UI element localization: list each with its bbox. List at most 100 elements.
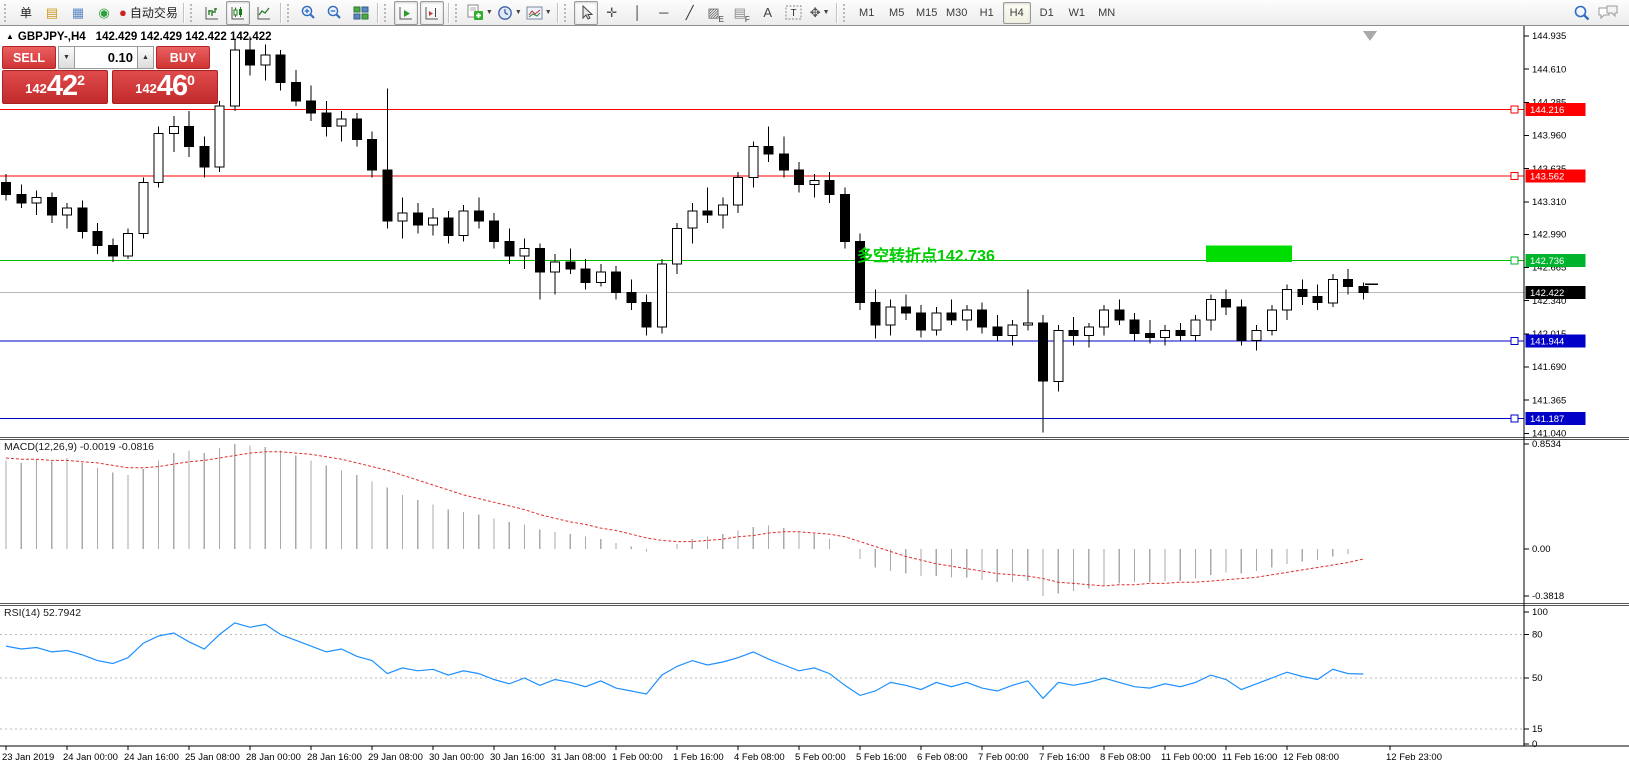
bid-price-display[interactable]: 142 42 2 (2, 70, 108, 104)
svg-text:143.960: 143.960 (1532, 131, 1566, 142)
crosshair-button[interactable]: ✛ (606, 4, 618, 20)
candlestick-chart-button[interactable] (225, 0, 250, 25)
toolbar-separator (376, 2, 379, 23)
timeframe-button-d1[interactable]: D1 (1039, 6, 1054, 19)
chart-symbol-period: GBPJPY-,H4 (17, 31, 86, 43)
svg-text:11 Feb 16:00: 11 Feb 16:00 (1222, 752, 1277, 763)
svg-text:30 Jan 16:00: 30 Jan 16:00 (490, 752, 545, 763)
volume-decrease-button[interactable]: ▼ (58, 46, 75, 69)
timeframe-button-h1[interactable]: H1 (979, 6, 994, 19)
market-watch-icon[interactable]: ▤ (45, 4, 59, 20)
dropdown-arrow-icon[interactable]: ▼ (544, 9, 552, 16)
arrows-button[interactable]: ✥ ▼ (809, 4, 830, 20)
ask-big-digits: 46 (156, 70, 188, 102)
auto-scroll-button[interactable] (393, 0, 418, 25)
timeframe-button-mn[interactable]: MN (1098, 6, 1116, 19)
equidistant-channel-button[interactable]: ▨ E (707, 4, 724, 24)
search-icon[interactable] (1570, 1, 1594, 25)
line-chart-button[interactable] (252, 1, 276, 25)
svg-text:141.690: 141.690 (1532, 362, 1566, 373)
svg-text:5 Feb 00:00: 5 Feb 00:00 (795, 752, 846, 763)
highlight-box[interactable] (1205, 245, 1293, 262)
indicators-button[interactable]: ▼ (465, 1, 494, 25)
timeframe-button-m1[interactable]: M1 (859, 6, 875, 19)
svg-text:8 Feb 08:00: 8 Feb 08:00 (1100, 752, 1151, 763)
svg-text:24 Jan 00:00: 24 Jan 00:00 (63, 752, 118, 763)
svg-text:141.040: 141.040 (1532, 429, 1566, 440)
svg-text:143.310: 143.310 (1532, 197, 1566, 208)
bid-pip-digit: 2 (77, 72, 85, 88)
zoom-out-button[interactable] (323, 1, 347, 25)
svg-text:23 Jan 2019: 23 Jan 2019 (2, 752, 54, 763)
vertical-line-button[interactable]: │ (633, 5, 642, 20)
svg-text:141.944: 141.944 (1530, 337, 1564, 348)
autotrading-button[interactable]: ● 自动交易 (119, 5, 178, 20)
cursor-button[interactable] (573, 0, 598, 25)
pivot-annotation-text[interactable]: 多空转折点142.736 (857, 248, 995, 265)
volume-increase-button[interactable]: ▲ (137, 46, 154, 69)
svg-text:28 Jan 16:00: 28 Jan 16:00 (307, 752, 362, 763)
svg-text:0.8534: 0.8534 (1532, 439, 1561, 450)
timeframe-button-w1[interactable]: W1 (1068, 6, 1085, 19)
macd-signal-line (5, 451, 1364, 587)
fibonacci-button[interactable]: ▤ F (733, 4, 750, 24)
horizontal-line-button[interactable]: ─ (659, 5, 669, 20)
svg-text:141.365: 141.365 (1532, 395, 1566, 406)
dropdown-arrow-icon[interactable]: ▼ (485, 9, 493, 16)
trendline-button[interactable]: ╱ (685, 4, 694, 20)
volume-input[interactable] (75, 46, 137, 69)
svg-text:141.187: 141.187 (1530, 414, 1564, 425)
timeframe-button-m30[interactable]: M30 (945, 6, 968, 19)
svg-text:142.015: 142.015 (1532, 329, 1566, 340)
toolbar-grip (286, 3, 294, 22)
data-window-icon[interactable]: ▦ (71, 4, 85, 20)
dropdown-arrow-icon[interactable]: ▼ (822, 9, 830, 16)
svg-text:0: 0 (1532, 739, 1537, 750)
buy-button[interactable]: BUY (156, 46, 210, 69)
text-label-button[interactable]: T (782, 1, 806, 25)
toolbar-separator (279, 2, 282, 23)
toolbar-right-group (1569, 1, 1621, 25)
text-button[interactable]: A (763, 5, 773, 20)
svg-text:142.665: 142.665 (1532, 263, 1566, 274)
chart-shift-marker[interactable] (1363, 31, 1377, 41)
svg-text:7 Feb 00:00: 7 Feb 00:00 (978, 752, 1029, 763)
bar-chart-button[interactable] (200, 1, 224, 25)
svg-text:142.340: 142.340 (1532, 296, 1566, 307)
svg-text:1 Feb 16:00: 1 Feb 16:00 (673, 752, 724, 763)
svg-text:12 Feb 08:00: 12 Feb 08:00 (1283, 752, 1339, 763)
toolbar-grip (4, 3, 11, 22)
toolbar-separator (556, 2, 559, 23)
svg-text:144.935: 144.935 (1532, 31, 1566, 42)
collapse-panel-icon[interactable]: ▲ (6, 32, 14, 41)
svg-text:142.422: 142.422 (1530, 288, 1564, 299)
horizontal-lines[interactable] (0, 108, 1524, 419)
chart-ohlc-values: 142.429 142.429 142.422 142.422 (95, 31, 272, 43)
svg-text:144.610: 144.610 (1532, 64, 1566, 75)
timeframe-button-m15[interactable]: M15 (915, 6, 938, 19)
new-order-button[interactable]: 单 (19, 6, 32, 20)
dropdown-arrow-icon[interactable]: ▼ (514, 9, 522, 16)
chat-icon[interactable] (1596, 1, 1620, 25)
timeframe-button-m5[interactable]: M5 (889, 6, 905, 19)
sell-button[interactable]: SELL (2, 46, 56, 69)
toolbar-separator (447, 2, 450, 23)
toolbar-grip (563, 3, 571, 22)
zoom-in-button[interactable] (297, 1, 321, 25)
svg-text:142.990: 142.990 (1532, 230, 1566, 241)
ask-price-display[interactable]: 142 46 0 (112, 70, 218, 104)
periods-button[interactable]: ▼ (496, 1, 523, 25)
svg-text:29 Jan 08:00: 29 Jan 08:00 (368, 752, 423, 763)
svg-text:0.00: 0.00 (1532, 544, 1551, 555)
signals-icon[interactable]: ◉ (98, 4, 110, 20)
chart-shift-button[interactable] (419, 0, 444, 25)
time-axis[interactable]: 23 Jan 2019 24 Jan 00:00 24 Jan 16:00 25 Ja… (2, 746, 1442, 763)
svg-text:144.216: 144.216 (1530, 105, 1564, 116)
tile-windows-button[interactable] (349, 1, 373, 25)
templates-button[interactable]: ▼ (525, 1, 553, 25)
timeframe-button-h4[interactable]: H4 (1002, 1, 1031, 24)
svg-text:30 Jan 00:00: 30 Jan 00:00 (429, 752, 484, 763)
svg-text:80: 80 (1532, 630, 1543, 641)
toolbar-grip (383, 3, 391, 22)
